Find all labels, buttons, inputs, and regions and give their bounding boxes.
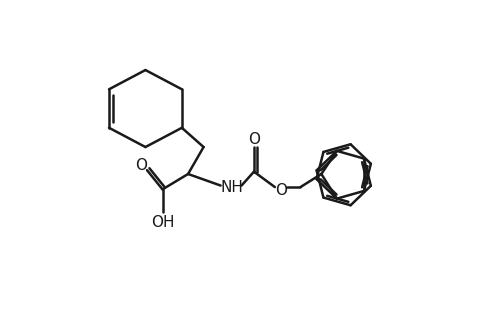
Text: O: O — [248, 132, 260, 147]
Text: O: O — [135, 158, 147, 173]
Text: NH: NH — [220, 181, 243, 195]
Text: O: O — [275, 183, 287, 198]
Text: OH: OH — [151, 215, 174, 230]
